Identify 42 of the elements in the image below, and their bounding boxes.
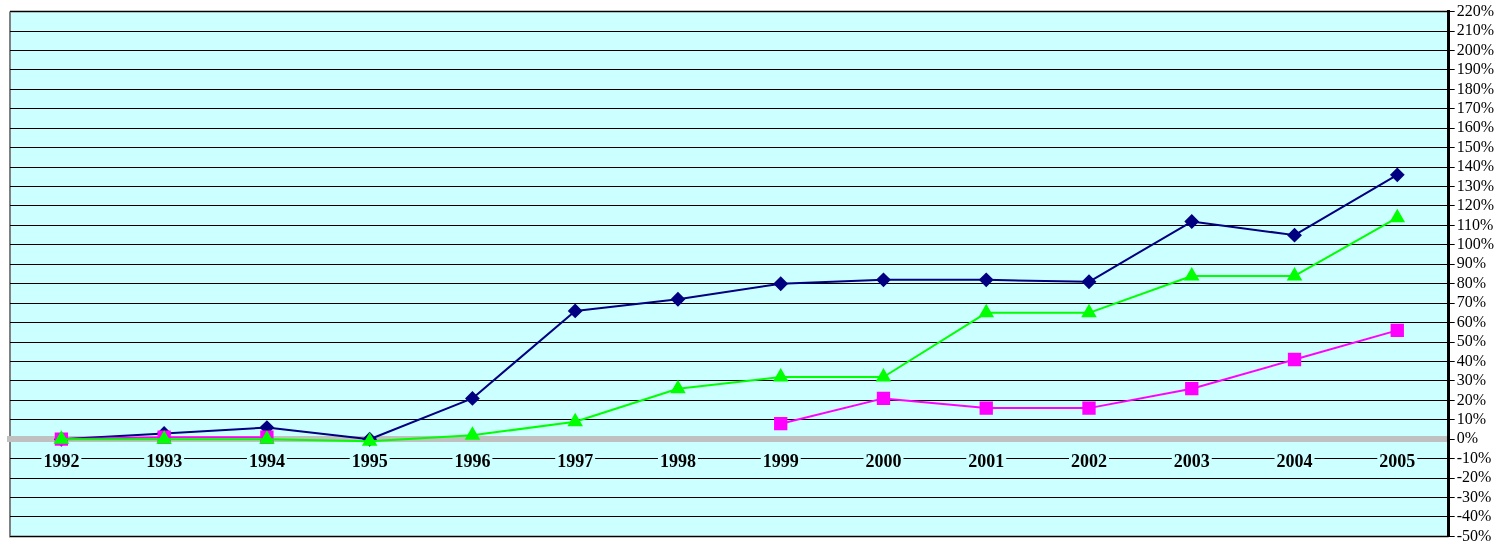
y-tick-label: 20%	[1456, 390, 1486, 408]
y-tick-label: 150%	[1456, 137, 1494, 155]
y-tick-label: 190%	[1456, 60, 1494, 78]
y-tick-label: 0%	[1456, 429, 1478, 447]
y-tick-label: 100%	[1456, 235, 1494, 253]
x-tick-label: 1996	[454, 450, 491, 471]
y-tick-label: 220%	[1456, 1, 1494, 19]
x-tick-label: 1992	[43, 450, 80, 471]
x-tick-label: 1999	[762, 450, 799, 471]
x-tick-label: 2002	[1071, 450, 1107, 471]
x-tick-label: 2001	[968, 450, 1005, 471]
y-tick-label: 90%	[1456, 254, 1486, 272]
y-tick-label: 160%	[1456, 118, 1494, 136]
y-tick-label: 110%	[1456, 215, 1494, 233]
y-tick-label: -10%	[1456, 448, 1492, 466]
y-tick-label: 170%	[1456, 98, 1494, 116]
x-tick-label: 1997	[557, 450, 594, 471]
y-tick-label: 180%	[1456, 79, 1494, 97]
y-tick-label: 80%	[1456, 273, 1486, 291]
y-tick-label: -30%	[1456, 487, 1492, 505]
y-tick-label: 10%	[1456, 409, 1486, 427]
y-tick-label: 210%	[1456, 21, 1494, 39]
y-tick-label: -50%	[1456, 526, 1492, 544]
x-tick-label: 1993	[146, 450, 183, 471]
x-tick-label: 2004	[1276, 450, 1313, 471]
y-tick-label: 40%	[1456, 351, 1486, 369]
y-tick-label: 200%	[1456, 40, 1494, 58]
x-tick-label: 1994	[248, 450, 285, 471]
x-tick-label: 2005	[1379, 450, 1416, 471]
x-tick-label: 2003	[1173, 450, 1210, 471]
x-tick-label: 1998	[659, 450, 696, 471]
y-tick-label: 30%	[1456, 371, 1486, 389]
y-tick-label: 120%	[1456, 196, 1494, 214]
y-tick-label: 60%	[1456, 312, 1486, 330]
y-tick-label: -40%	[1456, 507, 1492, 525]
x-tick-label: 2000	[865, 450, 902, 471]
y-tick-label: -20%	[1456, 468, 1492, 486]
y-tick-label: 130%	[1456, 176, 1494, 194]
x-tick-label: 1995	[351, 450, 388, 471]
y-tick-label: 70%	[1456, 293, 1486, 311]
y-tick-label: 140%	[1456, 157, 1494, 175]
y-tick-label: 50%	[1456, 332, 1486, 350]
